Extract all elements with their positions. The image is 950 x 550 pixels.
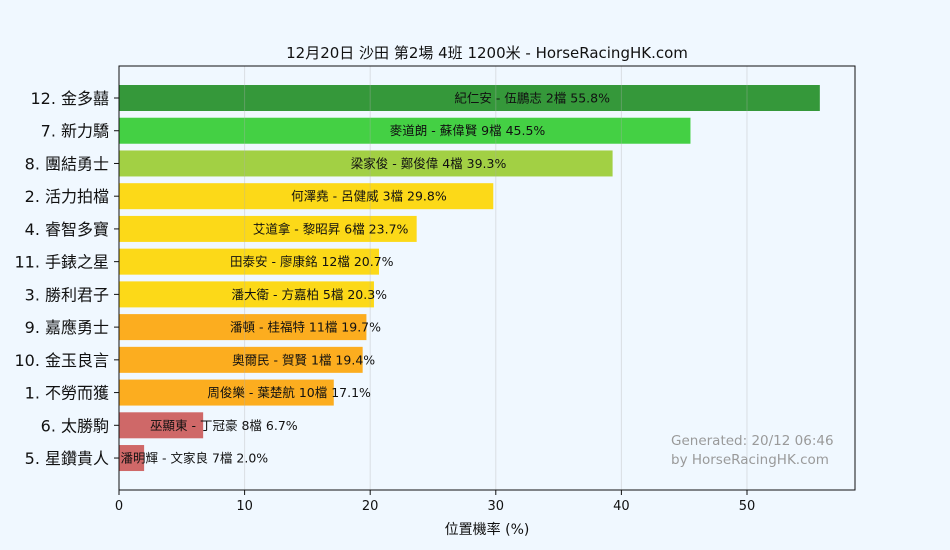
bar-label: 何澤堯 - 呂健威 3檔 29.8% — [291, 189, 447, 204]
bar — [119, 215, 417, 242]
y-tick-label: 2. 活力拍檔 — [25, 187, 109, 206]
bar-label: 梁家俊 - 鄭俊偉 4檔 39.3% — [351, 156, 507, 171]
bar — [119, 150, 613, 177]
bar-label: 潘明輝 - 文家良 7檔 2.0% — [121, 451, 269, 466]
bar-label: 紀仁安 - 伍鵬志 2檔 55.8% — [454, 91, 610, 106]
bar — [119, 117, 691, 144]
x-tick-label: 10 — [236, 499, 253, 514]
bar — [119, 281, 374, 308]
y-tick-label: 4. 睿智多寶 — [25, 220, 109, 239]
bar — [119, 379, 334, 406]
y-tick-label: 10. 金玉良言 — [14, 351, 109, 370]
plot-frame — [118, 65, 856, 491]
y-tick-label: 11. 手錶之星 — [14, 253, 109, 272]
bar-label: 艾道拿 - 黎昭昇 6檔 23.7% — [253, 221, 409, 236]
bar-label: 潘頓 - 桂福特 11檔 19.7% — [230, 320, 381, 335]
x-tick-label: 0 — [115, 499, 123, 514]
x-tick-label: 50 — [739, 499, 756, 514]
y-tick-label: 12. 金多囍 — [30, 89, 109, 108]
y-tick-label: 8. 團結勇士 — [25, 154, 109, 173]
bar — [119, 183, 494, 210]
x-axis-label: 位置機率 (%) — [445, 521, 530, 538]
bar-label: 田泰安 - 廖康銘 12檔 20.7% — [230, 254, 394, 269]
watermark-site: by HorseRacingHK.com — [671, 452, 829, 468]
bar-label: 奧爾民 - 賀賢 1檔 19.4% — [232, 352, 375, 367]
bar — [119, 248, 379, 275]
bar — [119, 445, 145, 472]
bar-label: 巫顯東 - 丁冠豪 8檔 6.7% — [150, 418, 298, 433]
watermark-generated: Generated: 20/12 06:46 — [671, 433, 834, 449]
bar-label: 麥道朗 - 蘇偉賢 9檔 45.5% — [390, 123, 546, 138]
y-tick-label: 7. 新力驕 — [41, 122, 109, 141]
chart-title: 12月20日 沙田 第2場 4班 1200米 - HorseRacingHK.c… — [286, 44, 688, 62]
y-tick-label: 5. 星鑽貴人 — [25, 449, 109, 468]
y-tick-label: 1. 不勞而獲 — [25, 384, 109, 403]
bar — [119, 85, 820, 111]
x-tick-label: 20 — [362, 499, 379, 514]
x-tick-label: 40 — [613, 499, 630, 514]
y-tick-label: 3. 勝利君子 — [25, 285, 109, 304]
bar — [119, 346, 363, 373]
x-tick-label: 30 — [488, 499, 505, 514]
bar-label: 潘大衛 - 方嘉柏 5檔 20.3% — [231, 287, 387, 302]
bar — [119, 412, 204, 439]
bar — [119, 314, 367, 341]
y-tick-label: 9. 嘉應勇士 — [25, 318, 109, 337]
bar-label: 周俊樂 - 葉楚航 10檔 17.1% — [207, 385, 371, 400]
y-tick-label: 6. 太勝駒 — [41, 416, 109, 435]
